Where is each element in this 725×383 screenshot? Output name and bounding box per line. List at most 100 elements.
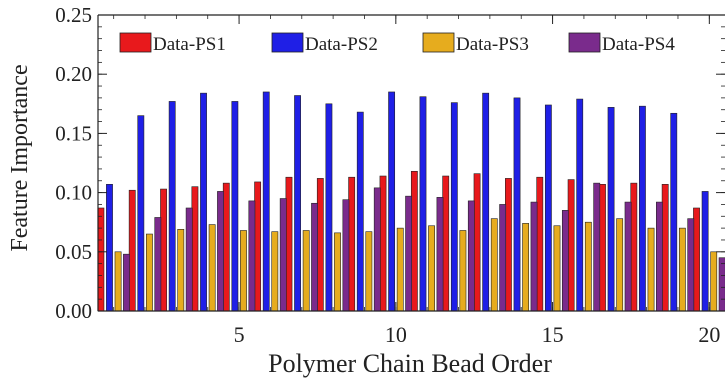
legend-label-data-ps4: Data-PS4 <box>602 34 675 55</box>
bar-data-ps2-7 <box>294 95 301 312</box>
bar-data-ps1-12 <box>442 175 450 312</box>
bar-data-ps1-10 <box>379 175 387 312</box>
bar-data-ps3-14 <box>522 223 530 312</box>
bar-data-ps3-1 <box>114 251 122 312</box>
bar-data-ps1-14 <box>505 178 512 312</box>
bar-data-ps1-13 <box>473 173 481 312</box>
bar-data-ps2-16 <box>576 98 584 312</box>
bar-data-ps4-16 <box>593 182 601 312</box>
bar-data-ps2-14 <box>513 97 521 312</box>
bar-data-ps1-16 <box>567 179 575 312</box>
x-tick-label: 20 <box>698 322 720 347</box>
bar-data-ps1-15 <box>536 176 544 312</box>
bar-data-ps4-1 <box>123 253 130 312</box>
legend-swatch-data-ps2 <box>271 32 304 53</box>
bar-data-ps1-6 <box>254 181 262 312</box>
bar-data-ps3-15 <box>553 225 561 312</box>
bar-data-ps4-11 <box>436 197 444 312</box>
bar-data-ps3-20 <box>710 251 718 312</box>
legend-label-data-ps3: Data-PS3 <box>456 34 529 55</box>
bar-data-ps3-9 <box>365 231 373 312</box>
x-tick-label: 15 <box>542 322 564 347</box>
bar-data-ps3-11 <box>428 225 435 312</box>
bar-data-ps2-3 <box>168 101 176 312</box>
bar-data-ps2-1 <box>106 184 113 312</box>
bar-data-ps1-17 <box>599 184 606 312</box>
bar-data-ps4-2 <box>154 217 162 312</box>
y-axis-label: Feature Importance <box>7 64 33 251</box>
bar-data-ps1-5 <box>222 182 230 312</box>
bar-data-ps1-4 <box>191 186 199 312</box>
bar-data-ps2-2 <box>137 115 145 312</box>
bar-data-ps1-19 <box>661 184 669 312</box>
x-axis-label: Polymer Chain Bead Order <box>268 349 552 378</box>
x-tick-label: 10 <box>385 322 407 347</box>
bar-data-ps3-7 <box>302 230 310 312</box>
bar-data-ps1-11 <box>410 170 418 312</box>
bar-data-ps2-9 <box>356 111 364 312</box>
bar-data-ps3-19 <box>678 227 686 312</box>
bar-data-ps3-3 <box>177 229 185 312</box>
bar-data-ps3-16 <box>584 221 592 312</box>
bar-data-ps1-1 <box>97 207 105 312</box>
bar-data-ps3-4 <box>208 224 216 312</box>
bar-data-ps3-8 <box>334 232 341 312</box>
bar-data-ps2-17 <box>607 107 615 312</box>
bar-data-ps2-12 <box>450 102 458 312</box>
bar-data-ps4-10 <box>405 195 413 312</box>
bar-data-ps2-18 <box>639 105 646 312</box>
y-tick-label: 0.05 <box>55 240 92 264</box>
bar-data-ps4-9 <box>373 187 381 312</box>
bar-data-ps4-14 <box>530 201 538 312</box>
x-tick-label: 5 <box>234 322 245 347</box>
bar-data-ps4-19 <box>687 218 695 312</box>
legend-swatch-data-ps1 <box>119 32 152 53</box>
bar-data-ps2-13 <box>482 92 490 312</box>
bar-data-ps4-18 <box>656 201 663 312</box>
bar-data-ps4-7 <box>311 202 318 312</box>
legend: Data-PS1 Data-PS2 Data-PS3 Data-PS4 <box>119 32 675 55</box>
bar-data-ps4-20 <box>718 257 725 312</box>
y-tick-label: 0.20 <box>55 62 92 86</box>
bar-data-ps2-15 <box>544 104 552 312</box>
bar-data-ps4-15 <box>561 210 569 312</box>
bar-data-ps2-11 <box>419 96 427 312</box>
bar-data-ps2-4 <box>200 92 207 312</box>
bar-data-ps4-3 <box>185 207 193 312</box>
bar-data-ps2-8 <box>325 103 333 312</box>
y-tick-label: 0.00 <box>55 299 92 323</box>
legend-label-data-ps1: Data-PS1 <box>153 34 226 55</box>
bar-data-ps4-5 <box>248 200 256 312</box>
bar-data-ps1-7 <box>285 176 293 312</box>
y-tick-label: 0.25 <box>55 3 92 27</box>
bar-data-ps4-17 <box>624 201 632 312</box>
bar-data-ps1-9 <box>348 176 356 312</box>
bar-data-ps2-19 <box>670 112 678 312</box>
legend-label-data-ps2: Data-PS2 <box>305 34 378 55</box>
bar-data-ps4-8 <box>342 199 350 312</box>
bar-data-ps3-13 <box>490 218 498 312</box>
axes-layer: 0.00 0.05 0.10 0.15 0.20 0.25 5 10 15 20 <box>55 3 725 347</box>
bar-data-ps1-20 <box>693 207 700 312</box>
bar-data-ps1-18 <box>630 182 638 312</box>
bar-data-ps4-4 <box>217 191 224 312</box>
y-tick-label: 0.15 <box>55 121 92 145</box>
bar-data-ps3-18 <box>647 227 655 312</box>
bar-data-ps1-2 <box>128 189 136 312</box>
bar-data-ps3-5 <box>240 230 247 312</box>
bar-data-ps4-12 <box>467 200 475 312</box>
bar-data-ps3-12 <box>459 230 467 312</box>
bar-data-ps2-6 <box>262 91 270 312</box>
bar-data-ps4-6 <box>279 198 287 312</box>
bar-data-ps1-3 <box>160 188 167 312</box>
legend-swatch-data-ps3 <box>422 32 455 53</box>
legend-swatch-data-ps4 <box>568 32 601 53</box>
bar-data-ps3-10 <box>396 227 404 312</box>
bar-data-ps2-5 <box>231 101 239 312</box>
bar-data-ps3-2 <box>146 233 153 312</box>
bar-data-ps2-20 <box>701 191 709 312</box>
bar-data-ps2-10 <box>388 91 396 312</box>
bar-data-ps4-13 <box>499 204 507 312</box>
bar-data-ps1-8 <box>316 178 324 312</box>
